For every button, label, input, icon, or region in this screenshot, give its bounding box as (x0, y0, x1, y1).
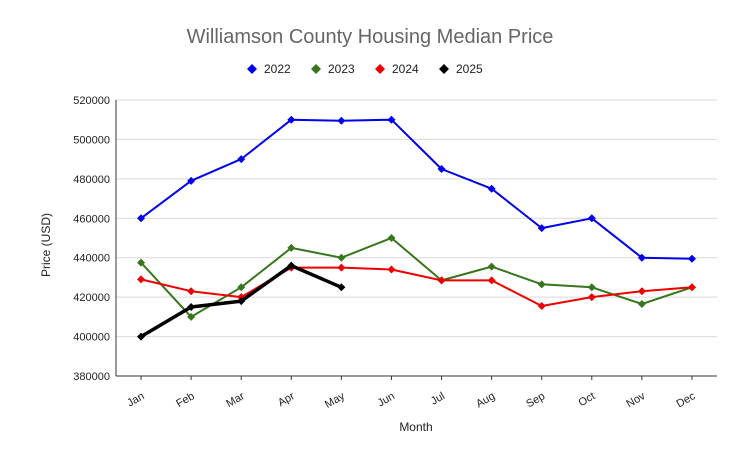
y-tick-label: 440000 (73, 253, 110, 265)
data-point-2022 (687, 254, 696, 263)
series-2022 (137, 115, 696, 263)
legend-item-2022: 2022 (247, 62, 291, 76)
data-point-2025 (337, 283, 346, 292)
legend-item-2023: 2023 (311, 62, 355, 76)
legend-marker (247, 64, 257, 74)
y-tick-label: 380000 (73, 371, 110, 383)
series-layer (137, 115, 696, 341)
data-point-2023 (287, 243, 296, 252)
data-point-2023 (537, 280, 546, 289)
legend-label: 2023 (328, 62, 355, 76)
data-point-2025 (187, 303, 196, 311)
series-2023 (137, 234, 696, 321)
data-point-2022 (387, 115, 396, 124)
series-line-2024 (140, 266, 693, 307)
data-point-2022 (337, 116, 346, 125)
y-tick-label: 500000 (73, 134, 110, 146)
x-tick-label: Jan (125, 390, 146, 409)
legend-label: 2025 (456, 62, 483, 76)
series-line-2022 (140, 118, 693, 260)
data-point-2024 (537, 302, 546, 311)
data-point-2023 (187, 312, 196, 321)
x-tick-label: Jul (429, 390, 447, 407)
x-tick-label: Feb (174, 390, 196, 410)
legend-marker (375, 64, 385, 74)
legend-item-2025: 2025 (439, 62, 483, 76)
y-axis-label: Price (USD) (39, 213, 53, 277)
data-point-2022 (587, 214, 596, 223)
data-point-2023 (237, 283, 246, 292)
y-tick-label: 520000 (73, 95, 110, 107)
data-point-2025 (237, 297, 246, 306)
data-point-2022 (437, 165, 446, 173)
x-tick-label: Mar (224, 390, 247, 410)
chart-title: Williamson County Housing Median Price (187, 26, 554, 48)
data-point-2025 (137, 332, 146, 341)
x-axis: Jan Feb Mar Apr May Jun Jul Aug Sep Oct Nov Dec (116, 375, 717, 411)
data-point-2022 (487, 184, 496, 193)
legend-item-2024: 2024 (375, 62, 419, 76)
data-point-2024 (637, 287, 646, 296)
data-point-2024 (487, 276, 496, 285)
series-2025 (137, 261, 346, 341)
x-tick-label: Oct (576, 390, 597, 409)
legend-label: 2022 (264, 62, 291, 76)
data-point-2024 (437, 276, 446, 285)
data-point-2024 (687, 283, 696, 292)
data-point-2022 (237, 155, 246, 164)
y-tick-label: 420000 (73, 292, 110, 304)
x-tick-label: May (323, 390, 347, 411)
y-tick-label: 480000 (73, 174, 110, 186)
series-line-2023 (140, 237, 693, 318)
legend-marker (439, 64, 449, 74)
data-point-2023 (637, 300, 646, 309)
x-tick-label: Dec (675, 390, 698, 410)
data-point-2023 (387, 234, 396, 242)
data-point-2022 (137, 214, 146, 223)
x-tick-label: Aug (474, 390, 497, 410)
data-point-2022 (287, 115, 296, 124)
data-point-2022 (187, 176, 196, 185)
x-tick-label: Sep (524, 390, 547, 410)
data-point-2022 (537, 224, 546, 233)
y-tick-label: 400000 (73, 332, 110, 344)
x-tick-label: Jun (376, 390, 397, 409)
gridlines (116, 99, 717, 377)
y-axis: 380000 400000 420000 440000 460000 480000 5000… (73, 95, 117, 383)
y-tick-label: 460000 (73, 213, 110, 225)
data-point-2024 (187, 287, 196, 296)
legend: 2022 2023 2024 2025 (247, 62, 483, 76)
data-point-2025 (287, 261, 296, 270)
data-point-2023 (487, 262, 496, 271)
data-point-2024 (587, 293, 596, 302)
x-axis-label: Month (399, 420, 432, 434)
legend-marker (311, 64, 321, 74)
data-point-2023 (137, 258, 146, 267)
data-point-2023 (337, 253, 346, 262)
x-tick-label: Apr (276, 390, 297, 409)
x-tick-label: Nov (624, 390, 647, 410)
data-point-2022 (637, 253, 646, 262)
data-point-2024 (387, 265, 396, 274)
legend-label: 2024 (392, 62, 419, 76)
data-point-2024 (337, 263, 346, 272)
data-point-2023 (587, 283, 596, 292)
data-point-2024 (137, 275, 146, 284)
